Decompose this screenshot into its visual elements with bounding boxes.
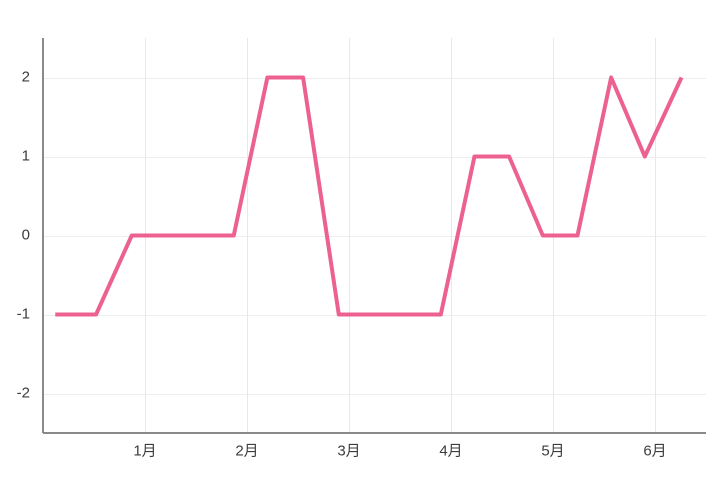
y-axis-tick-label: -1 [17, 305, 30, 322]
x-axis-tick-label: 2月 [235, 442, 258, 459]
x-axis-tick-label: 3月 [337, 442, 360, 459]
y-axis-tick-label: 1 [22, 147, 30, 164]
y-axis-tick-label: 0 [22, 226, 30, 243]
data-series-line [55, 75, 684, 317]
y-axis-tick-labels: 2 1 0 -1 -2 [17, 68, 30, 401]
x-axis-tick-labels: 1月 2月 3月 4月 5月 6月 [133, 442, 666, 459]
x-axis-tick-label: 5月 [541, 442, 564, 459]
x-axis-tick-label: 4月 [439, 442, 462, 459]
y-axis-tick-label: 2 [22, 68, 30, 85]
y-axis-tick-label: -2 [17, 384, 30, 401]
x-axis-tick-label: 1月 [133, 442, 156, 459]
x-axis-tick-label: 6月 [643, 442, 666, 459]
